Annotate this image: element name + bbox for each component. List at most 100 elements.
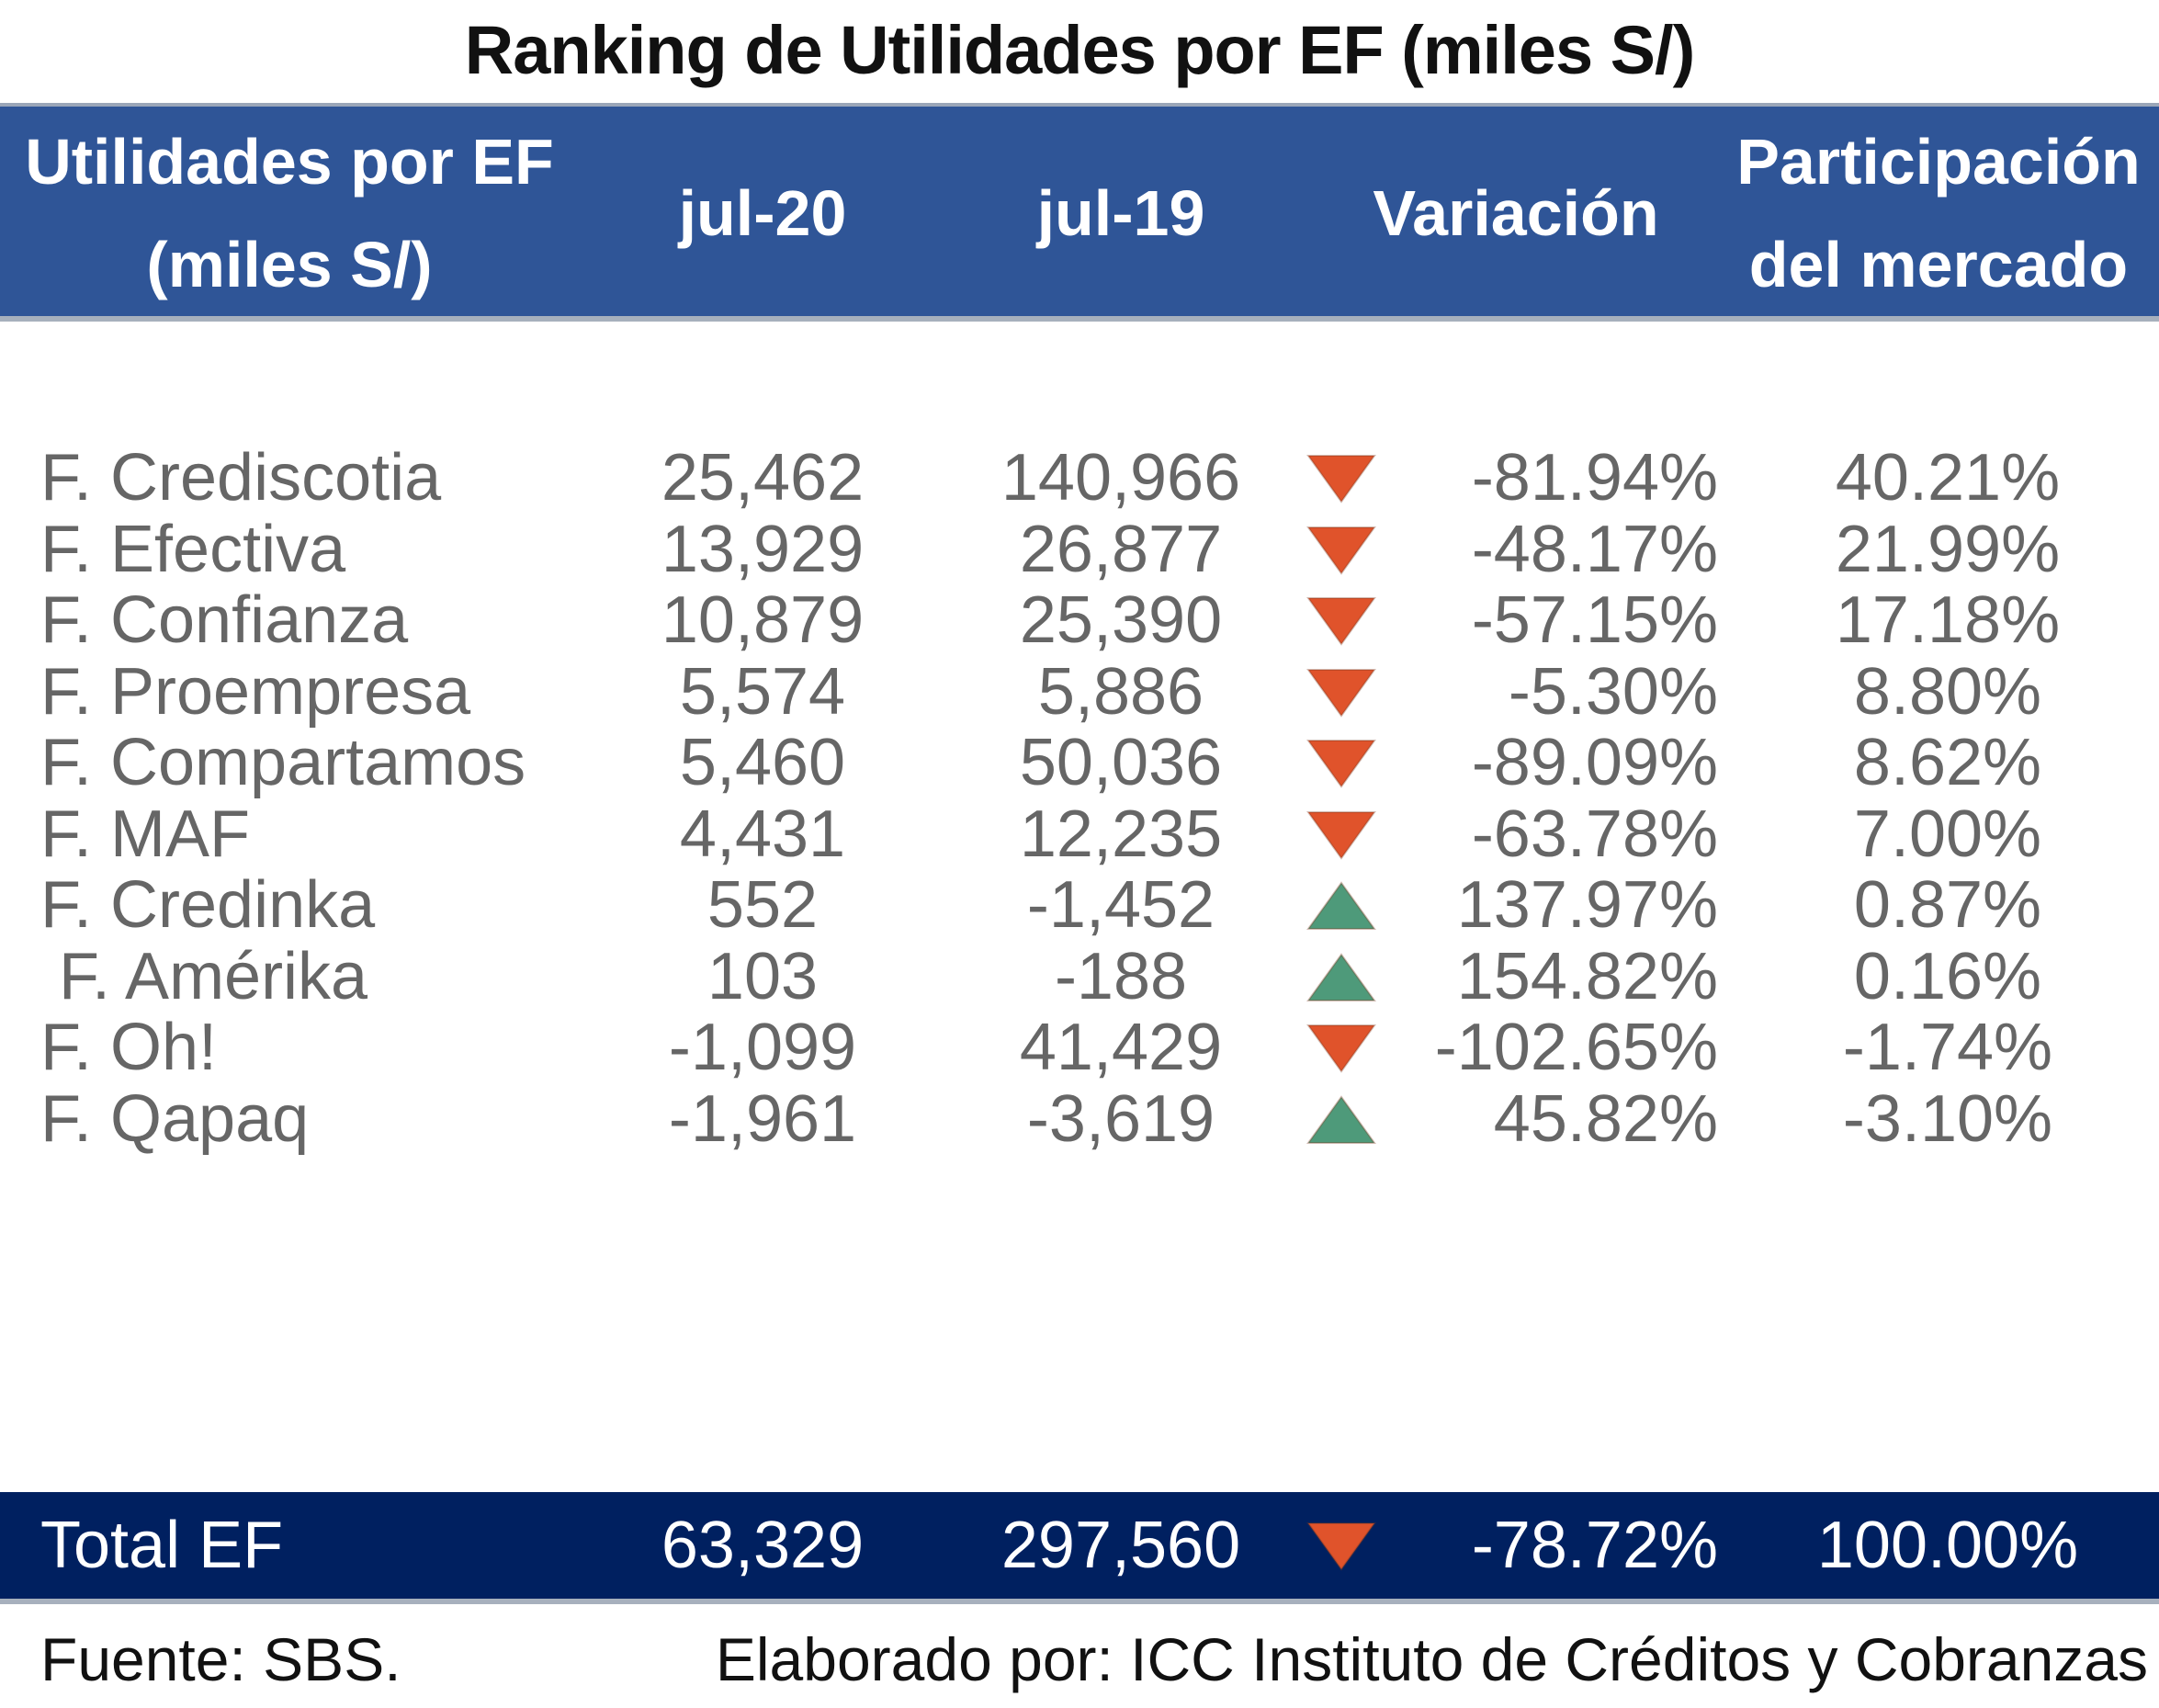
row-trend-icon	[1305, 567, 1378, 673]
row-jul19: 5,886	[1037, 654, 1204, 729]
table-row: F. Qapaq -1,961 -3,619 45.82% -3.10%	[0, 1066, 2159, 1172]
row-market-share: 17.18%	[1835, 583, 2061, 657]
row-market-share: 21.99%	[1835, 512, 2061, 586]
row-market-share: 40.21%	[1835, 441, 2061, 515]
row-jul20: 4,431	[679, 797, 846, 871]
row-jul19: 50,036	[1019, 726, 1223, 799]
table-row: F. MAF 4,431 12,235 -63.78% 7.00%	[0, 781, 2159, 888]
header-name: Utilidades por EF (miles S/)	[0, 110, 579, 316]
down-triangle-icon	[1306, 597, 1376, 646]
row-market-share: -1.74%	[1842, 1011, 2053, 1084]
row-name: F. Confianza	[40, 583, 409, 657]
row-name: F. Oh!	[40, 1011, 218, 1084]
row-jul20: 103	[706, 939, 819, 1013]
header-jul20: jul-20	[678, 177, 847, 249]
row-variation: -89.09%	[1471, 726, 1718, 799]
row-trend-icon	[1305, 496, 1378, 603]
row-name: F. Efectiva	[40, 512, 346, 586]
row-jul20: 10,879	[661, 583, 865, 657]
row-name: F. Credinka	[40, 868, 376, 942]
header-jul19: jul-19	[1036, 177, 1205, 249]
row-variation: 45.82%	[1493, 1081, 1718, 1156]
row-name: F. Proempresa	[40, 654, 471, 729]
row-jul20: 5,574	[679, 654, 846, 729]
row-name: F. MAF	[40, 797, 250, 871]
down-triangle-icon	[1306, 1024, 1376, 1073]
table-row: F. Compartamos 5,460 50,036 -89.09% 8.62%	[0, 709, 2159, 816]
table-row: F. Proempresa 5,574 5,886 -5.30% 8.80%	[0, 639, 2159, 745]
row-market-share: -3.10%	[1842, 1081, 2053, 1156]
down-triangle-icon	[1306, 526, 1376, 575]
row-variation: -102.65%	[1434, 1011, 1718, 1084]
footer-credit: Elaborado por: ICC Instituto de Créditos…	[715, 1625, 2148, 1693]
row-jul20: -1,099	[668, 1011, 857, 1084]
total-jul20: 63,329	[661, 1509, 865, 1582]
row-trend-icon	[1305, 424, 1378, 531]
total-row-content: Total EF 63,329 297,560 -78.72% 100.00%	[0, 1492, 2159, 1599]
row-trend-icon	[1305, 781, 1378, 888]
header-market-share: Participación del mercado	[1718, 110, 2159, 316]
table-row: F. Amérika 103 -188 154.82% 0.16%	[0, 923, 2159, 1030]
row-variation: -57.15%	[1471, 583, 1718, 657]
row-market-share: 8.80%	[1853, 654, 2042, 729]
row-trend-icon	[1305, 994, 1378, 1101]
row-jul20: 13,929	[661, 512, 865, 586]
row-jul19: 25,390	[1019, 583, 1223, 657]
row-trend-icon	[1305, 923, 1378, 1030]
down-triangle-icon	[1306, 810, 1376, 860]
up-triangle-icon	[1306, 881, 1376, 930]
row-variation: -63.78%	[1471, 797, 1718, 871]
total-jul19: 297,560	[1000, 1509, 1241, 1582]
table-header: Utilidades por EF (miles S/) jul-20 jul-…	[0, 103, 2159, 322]
row-trend-icon	[1305, 1066, 1378, 1172]
header-name-line1: Utilidades por EF	[25, 126, 554, 198]
row-trend-icon	[1305, 639, 1378, 745]
total-market-share: 100.00%	[1816, 1509, 2079, 1582]
table-row: F. Oh! -1,099 41,429 -102.65% -1.74%	[0, 994, 2159, 1101]
row-jul19: -3,619	[1026, 1081, 1215, 1156]
row-jul19: 41,429	[1019, 1011, 1223, 1084]
row-variation: 154.82%	[1456, 939, 1718, 1013]
row-trend-icon	[1305, 852, 1378, 958]
header-variation: Variación	[1373, 177, 1659, 249]
up-triangle-icon	[1306, 1094, 1376, 1144]
table-row: F. Efectiva 13,929 26,877 -48.17% 21.99%	[0, 496, 2159, 603]
total-row: Total EF 63,329 297,560 -78.72% 100.00%	[0, 1492, 2159, 1604]
table-row: F. Crediscotia 25,462 140,966 -81.94% 40.21%	[0, 424, 2159, 531]
row-jul20: 5,460	[679, 726, 846, 799]
row-name: F. Crediscotia	[40, 441, 442, 515]
row-jul19: 26,877	[1019, 512, 1223, 586]
row-trend-icon	[1305, 709, 1378, 816]
row-jul20: 25,462	[661, 441, 865, 515]
header-part-line1: Participación	[1736, 126, 2141, 198]
row-variation: -48.17%	[1471, 512, 1718, 586]
up-triangle-icon	[1306, 952, 1376, 1001]
row-jul20: -1,961	[668, 1081, 857, 1156]
down-triangle-icon	[1306, 740, 1376, 788]
table-title: Ranking de Utilidades por EF (miles S/)	[464, 12, 1695, 88]
row-market-share: 0.87%	[1853, 868, 2042, 942]
row-name: F. Amérika	[40, 939, 368, 1013]
down-triangle-icon	[1306, 1522, 1376, 1571]
row-market-share: 0.16%	[1853, 939, 2042, 1013]
table-row: F. Confianza 10,879 25,390 -57.15% 17.18%	[0, 567, 2159, 673]
row-variation: 137.97%	[1456, 868, 1718, 942]
row-name: F. Compartamos	[40, 726, 526, 799]
header-part-line2: del mercado	[1748, 229, 2129, 300]
table-row: F. Credinka 552 -1,452 137.97% 0.87%	[0, 852, 2159, 958]
row-market-share: 8.62%	[1853, 726, 2042, 799]
row-jul19: -188	[1054, 939, 1188, 1013]
total-name: Total EF	[40, 1509, 284, 1582]
row-variation: -5.30%	[1508, 654, 1718, 729]
row-variation: -81.94%	[1471, 441, 1718, 515]
row-jul19: 12,235	[1019, 797, 1223, 871]
down-triangle-icon	[1306, 668, 1376, 718]
total-trend-icon	[1305, 1492, 1378, 1599]
row-jul20: 552	[706, 868, 819, 942]
header-name-line2: (miles S/)	[146, 229, 433, 300]
row-market-share: 7.00%	[1853, 797, 2042, 871]
row-name: F. Qapaq	[40, 1081, 310, 1156]
row-jul19: 140,966	[1000, 441, 1241, 515]
row-jul19: -1,452	[1026, 868, 1215, 942]
down-triangle-icon	[1306, 455, 1376, 503]
